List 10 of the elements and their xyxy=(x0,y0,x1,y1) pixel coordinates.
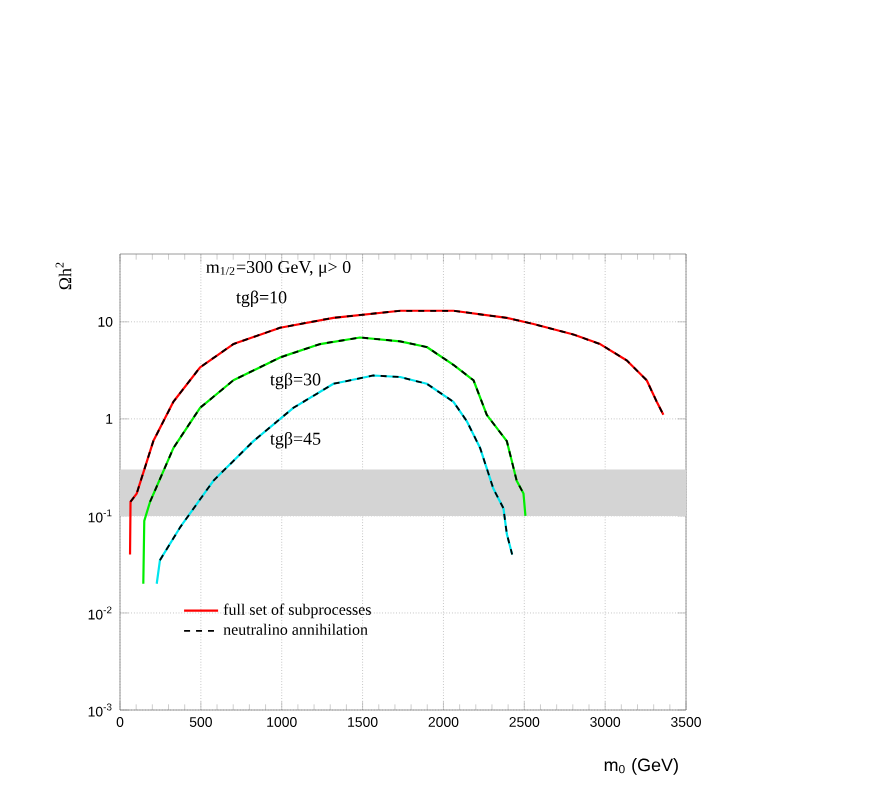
annotation: tgβ=30 xyxy=(270,372,321,390)
annotation: tgβ=45 xyxy=(270,431,321,449)
x-axis-title: m$_{0}$ (GeV) xyxy=(604,758,678,775)
line-series xyxy=(128,309,665,556)
line-series xyxy=(129,309,665,503)
line-series xyxy=(149,336,525,503)
annotation: tgβ=10 xyxy=(236,290,287,308)
annotation: m$_{1/2}$=300 GeV, μ> 0 xyxy=(206,260,351,277)
line-series xyxy=(142,336,527,585)
y-axis-title: Ωh$^{2}$ xyxy=(55,262,72,290)
